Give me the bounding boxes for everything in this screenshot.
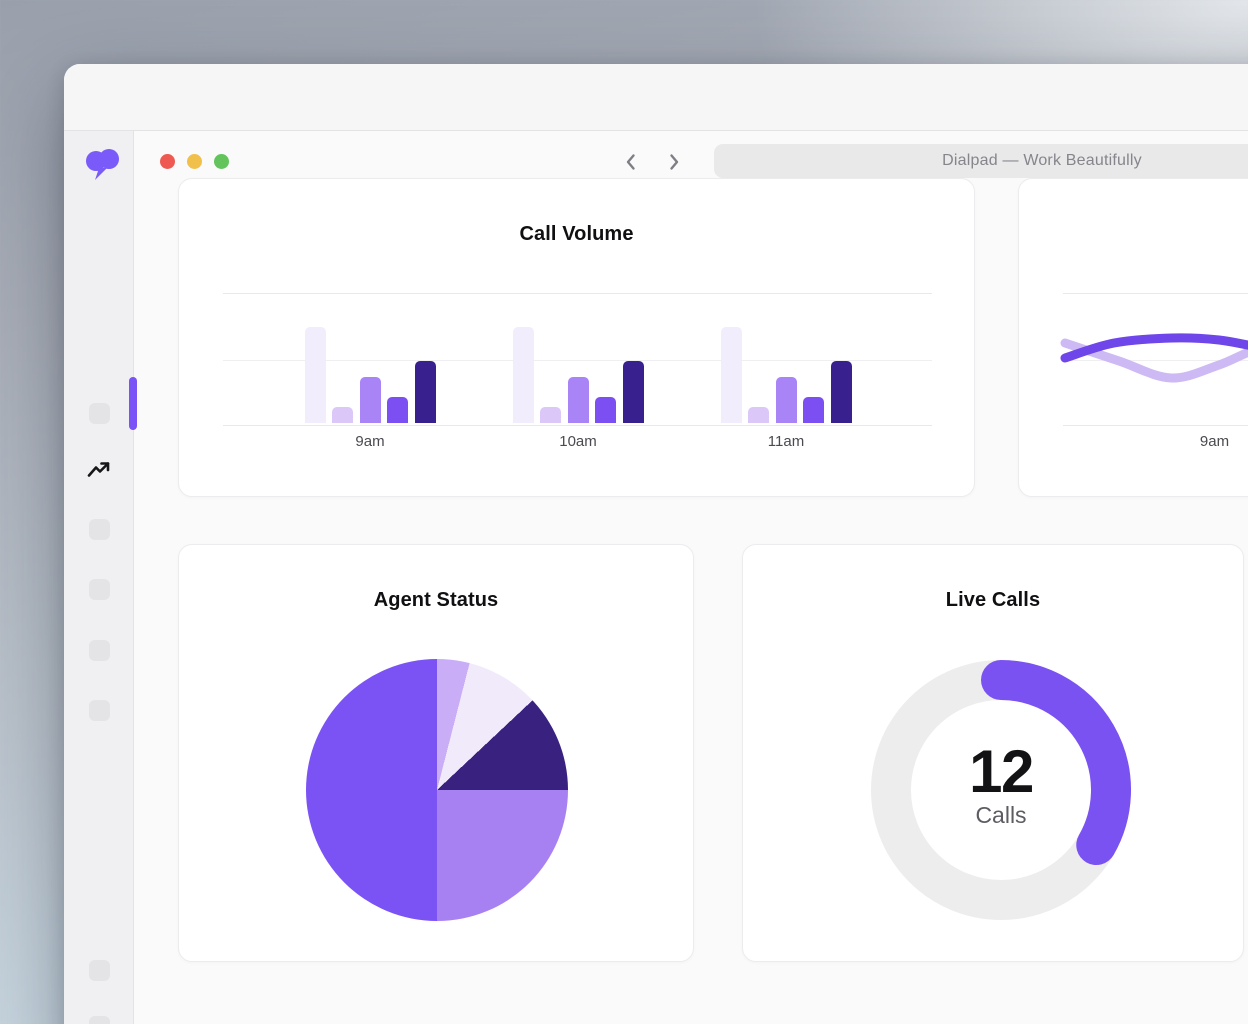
bar-1 bbox=[304, 326, 326, 423]
sidebar-item-placeholder[interactable] bbox=[89, 519, 110, 540]
bar-3 bbox=[359, 376, 381, 423]
bar-5 bbox=[414, 361, 436, 423]
card-title: Live Calls bbox=[945, 589, 1041, 611]
gridline bbox=[1063, 425, 1248, 426]
chevron-left-icon bbox=[626, 154, 635, 170]
bar-group-9am bbox=[304, 283, 436, 423]
agent-status-pie-chart bbox=[306, 659, 568, 921]
sidebar bbox=[64, 131, 134, 1024]
bar-1 bbox=[512, 326, 534, 423]
bar-2 bbox=[748, 407, 769, 423]
gridline bbox=[223, 360, 932, 361]
gridline bbox=[223, 425, 932, 426]
line-light bbox=[1060, 338, 1248, 383]
trend-card: 9am bbox=[1018, 178, 1248, 497]
back-button[interactable] bbox=[620, 151, 642, 173]
agent-status-card: Agent Status bbox=[178, 544, 694, 962]
page-title: Dialpad — Work Beautifully bbox=[942, 152, 1142, 169]
x-axis-label: 9am bbox=[355, 433, 385, 450]
minimize-button[interactable] bbox=[187, 154, 202, 169]
live-calls-unit: Calls bbox=[975, 802, 1027, 828]
call-volume-card: Call Volume 9am 10am 11am bbox=[178, 178, 975, 497]
live-calls-count: 12 bbox=[969, 738, 1034, 805]
live-calls-card: Live Calls 12 Calls bbox=[742, 544, 1244, 962]
dialpad-logo-icon[interactable] bbox=[84, 147, 122, 186]
gridline bbox=[223, 293, 932, 294]
sidebar-item-placeholder[interactable] bbox=[89, 640, 110, 661]
x-axis-label: 9am bbox=[1199, 433, 1230, 450]
address-bar[interactable]: Dialpad — Work Beautifully bbox=[714, 144, 1248, 178]
sidebar-item-placeholder[interactable] bbox=[89, 579, 110, 600]
card-title: Call Volume bbox=[519, 223, 634, 245]
bar-4 bbox=[803, 396, 824, 423]
bar-group-11am bbox=[720, 283, 852, 423]
gridline bbox=[1063, 293, 1248, 294]
sidebar-item-placeholder[interactable] bbox=[89, 403, 110, 424]
browser-window: Dialpad — Work Beautifully bbox=[64, 64, 1248, 1024]
x-axis-label: 10am bbox=[559, 433, 597, 450]
chevron-right-icon bbox=[670, 154, 679, 170]
bar-3 bbox=[567, 376, 589, 423]
live-calls-donut-chart bbox=[871, 660, 1131, 920]
zoom-button[interactable] bbox=[214, 154, 229, 169]
bar-4 bbox=[387, 396, 408, 423]
trending-up-icon bbox=[87, 462, 110, 477]
active-nav-indicator bbox=[129, 377, 137, 430]
x-axis-label: 11am bbox=[767, 433, 805, 450]
bar-2 bbox=[332, 407, 353, 423]
bar-group-10am bbox=[512, 283, 644, 423]
bar-2 bbox=[540, 407, 561, 423]
sidebar-item-analytics[interactable] bbox=[87, 460, 111, 485]
bar-5 bbox=[830, 361, 852, 423]
card-title: Agent Status bbox=[373, 589, 499, 611]
gridline bbox=[1063, 360, 1248, 361]
sidebar-item-placeholder[interactable] bbox=[89, 700, 110, 721]
bar-4 bbox=[595, 396, 616, 423]
forward-button[interactable] bbox=[663, 151, 685, 173]
sidebar-item-placeholder[interactable] bbox=[89, 960, 110, 981]
browser-titlebar: Dialpad — Work Beautifully bbox=[64, 64, 1248, 178]
trend-line-chart bbox=[1060, 333, 1248, 383]
line-dark bbox=[1060, 333, 1248, 363]
close-button[interactable] bbox=[160, 154, 175, 169]
bar-3 bbox=[775, 376, 797, 423]
sidebar-item-placeholder[interactable] bbox=[89, 1016, 110, 1024]
bar-1 bbox=[720, 326, 742, 423]
donut-progress-arc bbox=[981, 660, 1131, 865]
bar-5 bbox=[622, 361, 644, 423]
